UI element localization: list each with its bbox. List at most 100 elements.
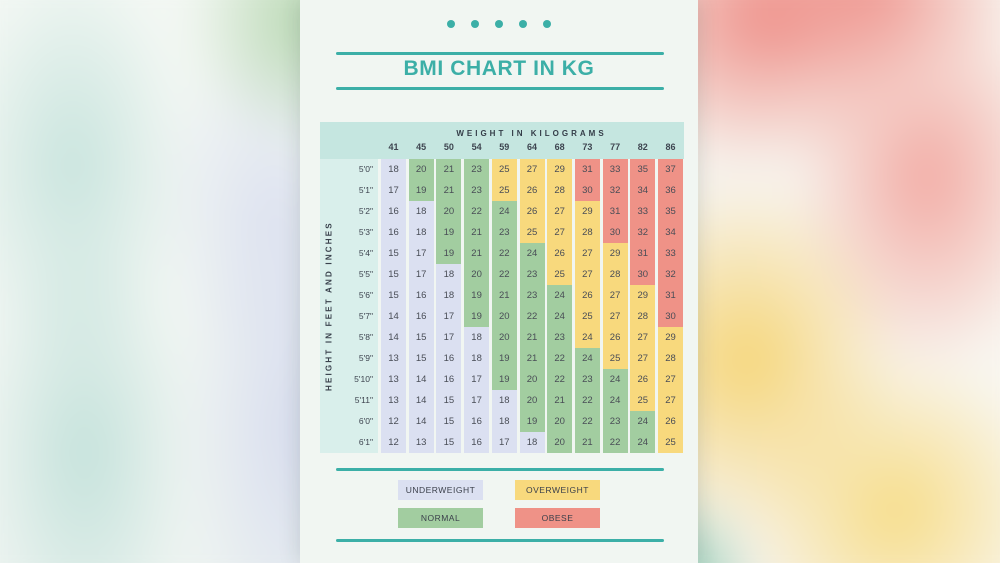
legend-chip-underweight: UNDERWEIGHT — [398, 480, 483, 500]
bmi-cell: 16 — [436, 348, 462, 369]
bmi-cell: 15 — [381, 264, 406, 285]
bmi-cell: 17 — [464, 390, 490, 411]
bmi-cell: 23 — [519, 285, 545, 306]
bmi-cell: 23 — [574, 369, 600, 390]
bmi-cell: 20 — [519, 390, 545, 411]
bmi-cell: 32 — [658, 264, 683, 285]
bmi-column-strip: 37 36 35 34 33 32 31 30 29 28 27 27 26 25 — [658, 159, 683, 453]
bmi-cell: 15 — [436, 411, 462, 432]
bmi-cell: 19 — [464, 306, 490, 327]
bmi-cell: 21 — [491, 285, 517, 306]
bmi-cell: 22 — [602, 432, 628, 453]
bmi-cell: 24 — [547, 285, 573, 306]
legend-chip-normal: NORMAL — [398, 508, 483, 528]
bmi-cell: 22 — [574, 411, 600, 432]
bmi-cell: 13 — [381, 369, 406, 390]
weight-column-header: 50 — [443, 142, 454, 152]
bmi-column-strip: 20 19 18 18 17 17 16 16 15 15 14 14 14 13 — [408, 159, 434, 453]
bmi-cell: 32 — [630, 222, 656, 243]
bmi-cell: 27 — [547, 201, 573, 222]
bmi-cell: 34 — [630, 180, 656, 201]
bmi-cell: 27 — [658, 390, 683, 411]
bmi-cell: 27 — [547, 222, 573, 243]
bmi-cell: 20 — [464, 264, 490, 285]
bmi-cell: 28 — [602, 264, 628, 285]
dot-icon — [519, 20, 527, 28]
bmi-cell: 36 — [658, 180, 683, 201]
bmi-cell: 20 — [436, 201, 462, 222]
bmi-cell: 24 — [602, 390, 628, 411]
bmi-column-strip: 31 30 29 28 27 27 26 25 24 24 23 22 22 21 — [574, 159, 600, 453]
legend-row: NORMAL OBESE — [300, 508, 698, 528]
bmi-cell: 34 — [658, 222, 683, 243]
bmi-cell: 30 — [574, 180, 600, 201]
height-row-label: 5'1" — [358, 185, 373, 195]
bmi-cell: 16 — [381, 222, 406, 243]
bmi-column-strip: 21 21 20 19 19 18 18 17 17 16 16 15 15 15 — [436, 159, 462, 453]
bmi-cell: 23 — [464, 180, 490, 201]
blurred-backdrop-right — [698, 0, 1000, 563]
bmi-cell: 24 — [602, 369, 628, 390]
bmi-cell: 24 — [630, 411, 656, 432]
bmi-cell: 22 — [547, 348, 573, 369]
bmi-cell: 22 — [547, 369, 573, 390]
bmi-cell: 20 — [491, 306, 517, 327]
bmi-cell: 22 — [464, 201, 490, 222]
height-row-label: 5'9" — [358, 353, 373, 363]
bmi-cell: 29 — [574, 201, 600, 222]
bmi-cell: 17 — [491, 432, 517, 453]
legend-chip-obese: OBESE — [515, 508, 600, 528]
weight-column-header: 82 — [637, 142, 648, 152]
bmi-cell: 18 — [408, 222, 434, 243]
bmi-cell: 23 — [547, 327, 573, 348]
bmi-cell: 33 — [602, 159, 628, 180]
bmi-cell: 28 — [547, 180, 573, 201]
height-row-label: 5'3" — [358, 227, 373, 237]
bmi-cell: 31 — [658, 285, 683, 306]
bmi-cell: 15 — [436, 432, 462, 453]
bmi-cell: 14 — [408, 411, 434, 432]
bmi-cell: 16 — [464, 432, 490, 453]
weight-column-header: 59 — [499, 142, 510, 152]
bmi-cell: 17 — [436, 306, 462, 327]
bmi-cell: 12 — [381, 411, 406, 432]
weight-column-header: 86 — [665, 142, 676, 152]
bmi-cell: 26 — [547, 243, 573, 264]
height-row-label: 5'2" — [358, 206, 373, 216]
bmi-cell: 23 — [602, 411, 628, 432]
bmi-cell: 27 — [574, 264, 600, 285]
bmi-cell: 30 — [658, 306, 683, 327]
height-row-label: 5'0" — [358, 164, 373, 174]
bmi-cell: 28 — [630, 306, 656, 327]
bmi-cell: 24 — [630, 432, 656, 453]
bmi-cell: 23 — [519, 264, 545, 285]
bmi-cell: 25 — [491, 159, 517, 180]
bmi-cell: 20 — [519, 369, 545, 390]
bmi-cell: 21 — [436, 159, 462, 180]
bmi-cell: 19 — [436, 222, 462, 243]
bmi-cell: 16 — [464, 411, 490, 432]
divider-line-top — [336, 52, 664, 55]
bmi-cell: 19 — [464, 285, 490, 306]
bmi-cell: 20 — [547, 411, 573, 432]
bmi-cell: 25 — [630, 390, 656, 411]
bmi-cell: 25 — [574, 306, 600, 327]
height-row-label: 6'1" — [358, 437, 373, 447]
bmi-cell: 22 — [491, 264, 517, 285]
bmi-cell: 31 — [602, 201, 628, 222]
bmi-cell: 14 — [381, 306, 406, 327]
bmi-cell: 20 — [547, 432, 573, 453]
bmi-cell: 21 — [464, 243, 490, 264]
bmi-cell: 30 — [630, 264, 656, 285]
divider-line-above-legend — [336, 468, 664, 471]
bmi-cell: 19 — [491, 348, 517, 369]
bmi-cell: 18 — [491, 390, 517, 411]
weight-column-header: 54 — [471, 142, 482, 152]
bmi-cell: 17 — [408, 243, 434, 264]
bmi-cell: 15 — [436, 390, 462, 411]
bmi-cell: 31 — [630, 243, 656, 264]
bmi-cell: 14 — [381, 327, 406, 348]
bmi-cell: 37 — [658, 159, 683, 180]
bmi-cell: 26 — [519, 180, 545, 201]
bmi-cell: 18 — [408, 201, 434, 222]
